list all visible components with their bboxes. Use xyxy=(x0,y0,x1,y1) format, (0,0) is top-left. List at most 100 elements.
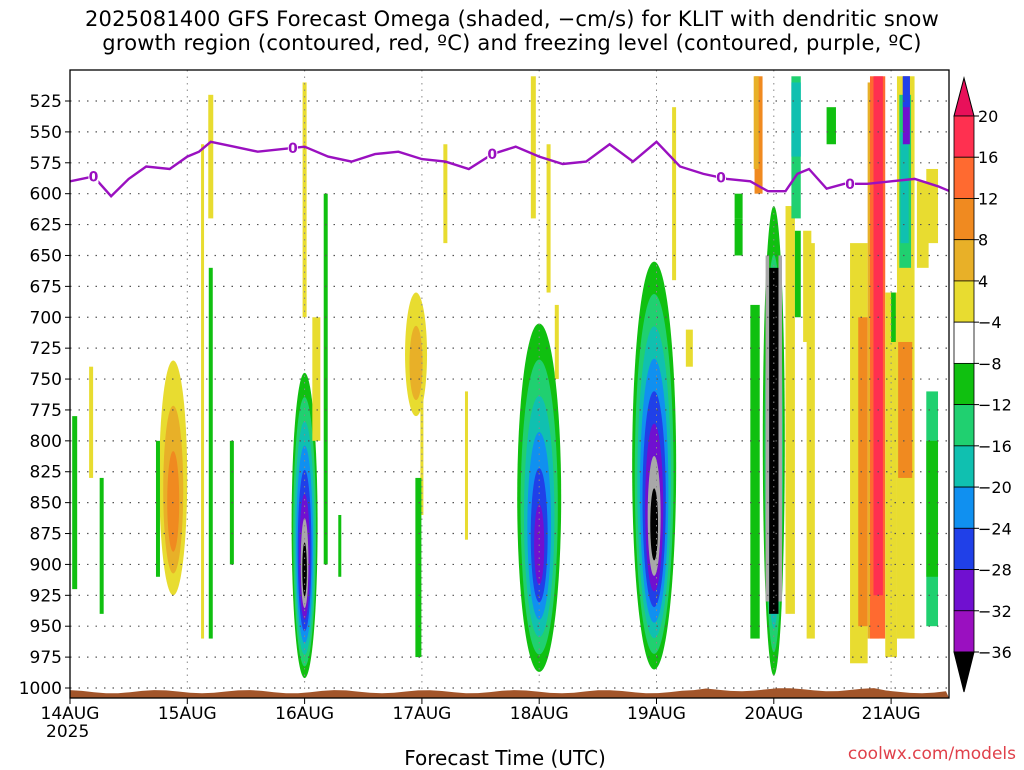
omega-contour xyxy=(902,76,910,108)
colorbar-tick-label: 20 xyxy=(978,107,998,126)
contour-label-bg xyxy=(716,169,727,185)
omega-contour xyxy=(302,542,307,597)
y-tick-label: 750 xyxy=(30,370,62,390)
omega-contour xyxy=(208,94,214,219)
x-tick-label: 15AUG xyxy=(158,704,217,724)
colorbar-tick-label: 4 xyxy=(978,272,988,291)
colorbar-tick-label: −36 xyxy=(978,643,1012,662)
omega-contour xyxy=(778,255,783,602)
freezing-level-label: 0 xyxy=(89,169,99,185)
y-tick-label: 525 xyxy=(30,92,62,112)
omega-contour xyxy=(898,341,913,478)
x-axis-title: Forecast Time (UTC) xyxy=(404,746,606,770)
contour-label-bg xyxy=(88,168,99,184)
omega-contour xyxy=(791,82,801,157)
x-tick-label: 14AUG xyxy=(41,704,100,724)
omega-contour xyxy=(409,325,423,401)
colorbar-tick-label: −8 xyxy=(978,354,1002,373)
chart-subtitle: growth region (contoured, red, ºC) and f… xyxy=(102,31,922,55)
omega-contour xyxy=(208,267,213,639)
y-tick-label: 925 xyxy=(30,586,62,606)
x-tick-label: 16AUG xyxy=(275,704,334,724)
omega-contour xyxy=(72,416,78,590)
colorbar-swatch xyxy=(953,404,975,447)
omega-shading xyxy=(72,76,939,679)
omega-contour xyxy=(858,317,868,627)
omega-contour xyxy=(201,144,205,639)
omega-contour xyxy=(546,144,551,293)
colorbar-swatch xyxy=(953,445,975,488)
omega-contour xyxy=(753,76,759,169)
freezing-level-label: 0 xyxy=(487,147,497,163)
colorbar-legend: 20 16 12 8 4 −4 −8 −12 −16 −20 −24 −28 −32 −36 xyxy=(953,76,1012,693)
y-tick-label: 875 xyxy=(30,525,62,545)
colorbar-swatch xyxy=(953,280,975,323)
colorbar-tick-label: −20 xyxy=(978,478,1012,497)
plot-frame xyxy=(69,69,950,699)
plot-background xyxy=(70,70,949,698)
colorbar-tick-label: 8 xyxy=(978,231,988,250)
freezing-level-contour: 0 0 0 0 0 xyxy=(70,139,949,198)
credit-label[interactable]: coolwx.com/models xyxy=(847,744,1016,764)
contour-label-bg xyxy=(287,139,298,155)
omega-contour xyxy=(926,168,939,244)
contour-label-bg xyxy=(845,175,856,191)
y-tick-label: 850 xyxy=(30,494,62,514)
y-tick-label: 600 xyxy=(30,185,62,205)
omega-contour xyxy=(302,82,307,318)
ground-fill xyxy=(70,688,949,698)
omega-contour xyxy=(89,366,94,478)
freezing-level-label: 0 xyxy=(845,177,855,193)
x-axis: 14AUG 15AUG 16AUG 17AUG 18AUG 19AUG 20AUG 21AUG xyxy=(41,698,921,724)
colorbar-top-arrow xyxy=(953,76,975,117)
omega-contour xyxy=(415,477,422,658)
y-tick-label: 950 xyxy=(30,617,62,637)
omega-contour xyxy=(902,76,910,145)
x-tick-label: 18AUG xyxy=(510,704,569,724)
freezing-level-line xyxy=(70,140,949,198)
y-tick-label: 975 xyxy=(30,648,62,668)
colorbar-tick-label: −24 xyxy=(978,519,1012,538)
colorbar-swatch xyxy=(953,527,975,570)
freezing-level-label: 0 xyxy=(716,171,726,187)
omega-contour xyxy=(794,230,801,318)
omega-contour xyxy=(873,76,883,596)
colorbar-swatch xyxy=(953,362,975,406)
omega-contour xyxy=(464,391,468,540)
y-tick-label: 825 xyxy=(30,463,62,483)
grid-lines xyxy=(70,70,949,698)
colorbar-bottom-arrow xyxy=(953,651,975,693)
omega-contour xyxy=(916,181,929,268)
y-tick-label: 675 xyxy=(30,277,62,297)
y-tick-label: 650 xyxy=(30,246,62,266)
omega-contour xyxy=(891,292,896,342)
omega-contour xyxy=(885,292,897,658)
omega-contour xyxy=(420,391,424,515)
omega-contour xyxy=(926,440,939,577)
omega-contour xyxy=(765,255,770,602)
y-tick-label: 575 xyxy=(30,154,62,174)
contour-label-bg xyxy=(487,146,498,162)
colorbar-swatch xyxy=(953,156,975,199)
x-tick-label: 20AUG xyxy=(744,704,803,724)
x-axis-year-label: 2025 xyxy=(46,722,90,742)
ground-surface xyxy=(70,688,949,698)
omega-contour xyxy=(750,304,760,639)
colorbar-swatch xyxy=(953,239,975,282)
omega-contour xyxy=(99,477,104,614)
plot-border xyxy=(69,69,950,699)
x-tick-label: 19AUG xyxy=(627,704,686,724)
colorbar-tick-label: −28 xyxy=(978,561,1012,580)
colorbar-swatch xyxy=(953,115,975,158)
colorbar-swatch xyxy=(953,486,975,529)
y-tick-label: 700 xyxy=(30,308,62,328)
colorbar-swatch xyxy=(953,198,975,241)
omega-contour xyxy=(338,514,342,577)
omega-contour xyxy=(734,218,743,256)
colorbar-swatch xyxy=(953,321,975,364)
colorbar-swatch xyxy=(953,569,975,612)
chart-title: 2025081400 GFS Forecast Omega (shaded, −… xyxy=(85,7,939,31)
omega-contour xyxy=(167,451,180,552)
omega-contour xyxy=(530,76,536,219)
